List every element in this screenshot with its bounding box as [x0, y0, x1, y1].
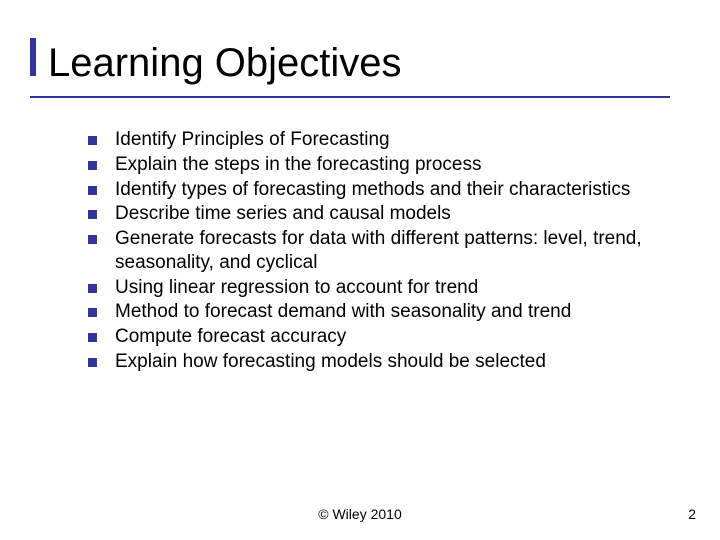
bullet-text: Using linear regression to account for t… [115, 276, 478, 300]
list-item: Method to forecast demand with seasonali… [88, 300, 668, 324]
slide-title: Learning Objectives [48, 41, 402, 86]
bullet-text: Explain the steps in the forecasting pro… [115, 153, 481, 177]
list-item: Identify types of forecasting methods an… [88, 178, 668, 202]
title-accent-bar [30, 38, 36, 76]
square-bullet-icon [88, 136, 97, 145]
square-bullet-icon [88, 161, 97, 170]
title-block: Learning Objectives [30, 38, 402, 86]
square-bullet-icon [88, 210, 97, 219]
square-bullet-icon [88, 358, 97, 367]
square-bullet-icon [88, 284, 97, 293]
bullet-text: Describe time series and causal models [115, 202, 451, 226]
bullet-text: Identify types of forecasting methods an… [115, 178, 630, 202]
list-item: Identify Principles of Forecasting [88, 128, 668, 152]
list-item: Explain the steps in the forecasting pro… [88, 153, 668, 177]
list-item: Describe time series and causal models [88, 202, 668, 226]
list-item: Compute forecast accuracy [88, 325, 668, 349]
bullet-text: Identify Principles of Forecasting [115, 128, 390, 152]
title-underline [30, 96, 670, 98]
page-number: 2 [688, 506, 696, 522]
footer-copyright: © Wiley 2010 [0, 506, 720, 522]
bullet-text: Explain how forecasting models should be… [115, 350, 546, 374]
bullet-text: Generate forecasts for data with differe… [115, 227, 668, 275]
list-item: Using linear regression to account for t… [88, 276, 668, 300]
list-item: Explain how forecasting models should be… [88, 350, 668, 374]
list-item: Generate forecasts for data with differe… [88, 227, 668, 275]
bullet-text: Method to forecast demand with seasonali… [115, 300, 571, 324]
square-bullet-icon [88, 186, 97, 195]
bullet-text: Compute forecast accuracy [115, 325, 346, 349]
square-bullet-icon [88, 308, 97, 317]
square-bullet-icon [88, 235, 97, 244]
square-bullet-icon [88, 333, 97, 342]
bullet-list: Identify Principles of Forecasting Expla… [88, 128, 668, 375]
